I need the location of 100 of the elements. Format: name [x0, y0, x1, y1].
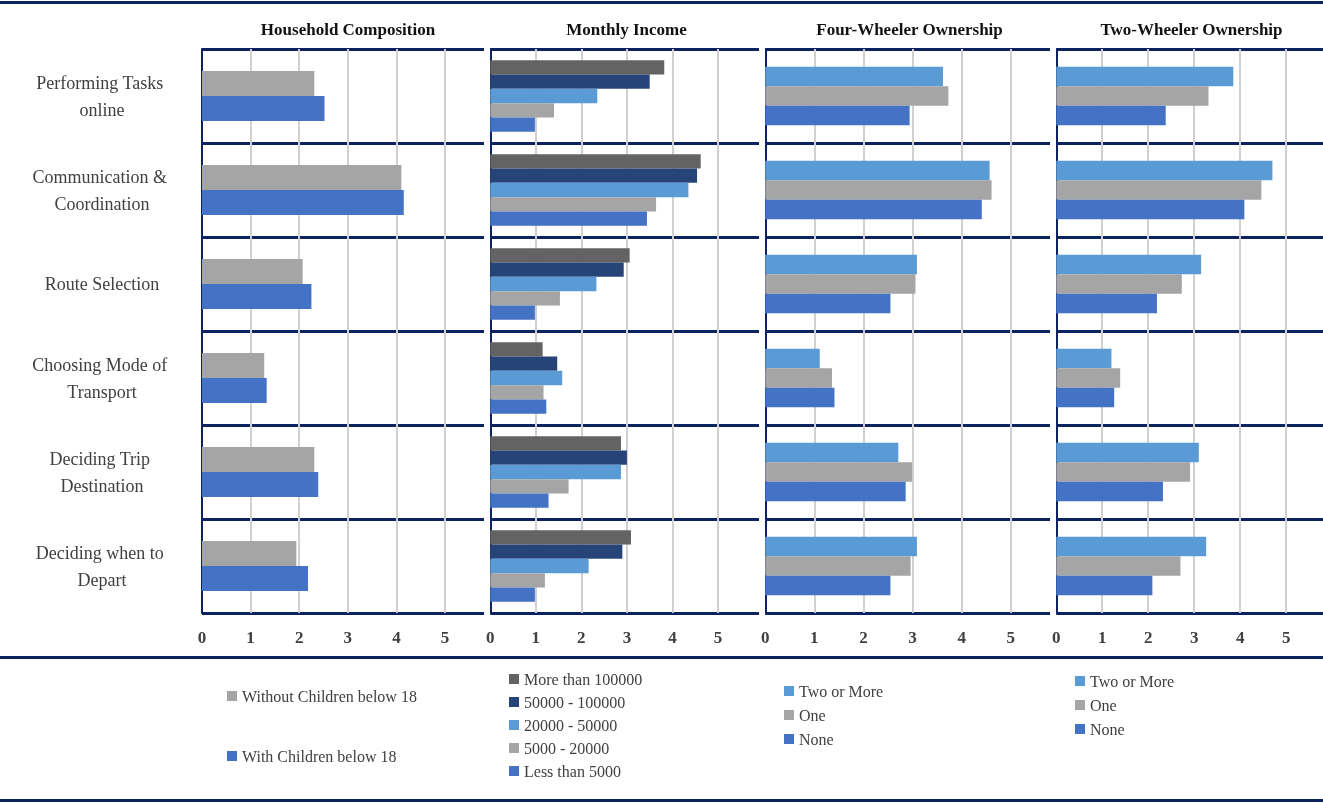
bar [765, 66, 943, 87]
bar [490, 305, 535, 320]
x-tick-label: 4 [1235, 628, 1245, 647]
bar [490, 197, 657, 212]
bar [765, 387, 835, 408]
legend-label: 5000 - 20000 [524, 739, 610, 757]
bar [490, 211, 647, 226]
bar [490, 587, 535, 602]
legend-label: One [799, 706, 826, 724]
x-tick-label: 3 [1189, 628, 1199, 647]
x-tick-label: 2 [294, 628, 304, 647]
bar [490, 262, 624, 277]
bar [202, 284, 312, 309]
bar [1056, 86, 1209, 106]
bar [202, 353, 265, 378]
bar [1056, 254, 1202, 275]
bar [490, 60, 665, 75]
bar [765, 462, 913, 482]
bar [1056, 442, 1199, 463]
legend-label: None [799, 730, 834, 748]
bar [765, 293, 891, 314]
x-tick-label: 0 [486, 628, 495, 647]
y-tick-label: Deciding when to Depart [35, 542, 169, 590]
bar [490, 573, 545, 588]
bar [490, 493, 549, 508]
bar [202, 447, 315, 472]
y-tick-label: Performing Tasks online [36, 72, 168, 120]
bar [490, 464, 621, 480]
chart-title: Household Composition [260, 20, 436, 39]
bar [490, 479, 569, 494]
legend-label: More than 100000 [524, 670, 643, 688]
bar [490, 88, 598, 104]
bar [1056, 160, 1273, 181]
x-tick-label: 0 [1052, 628, 1061, 647]
bar [490, 558, 589, 574]
x-tick-label: 0 [197, 628, 207, 647]
bar [765, 160, 990, 181]
x-tick-label: 1 [810, 628, 819, 647]
bar [490, 291, 560, 306]
bar [202, 96, 325, 121]
bar [490, 154, 701, 169]
bar [1056, 481, 1163, 502]
bar [765, 274, 916, 294]
bar [765, 105, 910, 126]
bar [490, 182, 689, 198]
bar [490, 276, 597, 292]
chart-title: Monthly Income [566, 20, 688, 39]
bar [1056, 105, 1166, 126]
x-tick-label: 4 [668, 628, 678, 647]
bar [202, 71, 315, 96]
bar [202, 566, 308, 591]
legend-label: 50000 - 100000 [524, 693, 626, 711]
x-tick-label: 2 [577, 628, 586, 647]
x-tick-label: 5 [1006, 628, 1015, 647]
bar [202, 190, 404, 215]
bar [1056, 556, 1181, 576]
x-tick-label: 5 [440, 628, 450, 647]
bar [765, 442, 899, 463]
bar [490, 450, 627, 465]
bar [490, 103, 555, 118]
bar [1056, 274, 1182, 294]
bar [765, 180, 992, 200]
bar [765, 199, 982, 220]
x-tick-label: 0 [761, 628, 770, 647]
bar [490, 544, 623, 559]
bar [490, 168, 698, 183]
chart-title: Four-Wheeler Ownership [816, 20, 1003, 39]
bar [490, 342, 543, 357]
bar [202, 472, 319, 497]
bar [765, 481, 906, 502]
x-tick-label: 3 [622, 628, 632, 647]
legend-label: Two or More [799, 682, 884, 700]
bar [490, 530, 631, 545]
bar [490, 248, 630, 263]
legend-label: Without Children below 18 [242, 687, 417, 705]
bar [765, 556, 911, 576]
bar [490, 356, 558, 371]
bar [765, 536, 917, 557]
bar [1056, 180, 1262, 200]
bar [1056, 462, 1191, 482]
y-tick-label: Communication & Coordination [32, 166, 172, 214]
bar [765, 368, 833, 388]
x-tick-label: 2 [859, 628, 868, 647]
x-tick-label: 3 [908, 628, 917, 647]
bar [202, 541, 297, 566]
x-tick-label: 5 [713, 628, 723, 647]
bar [202, 165, 402, 190]
bar [1056, 199, 1245, 220]
y-tick-label: Deciding Trip Destination [49, 448, 155, 496]
x-tick-label: 4 [957, 628, 967, 647]
bar [490, 117, 535, 132]
bar [490, 74, 650, 89]
chart-title: Two-Wheeler Ownership [1100, 20, 1283, 39]
legend-label: One [1090, 696, 1117, 714]
bar [765, 86, 949, 106]
x-tick-label: 2 [1143, 628, 1153, 647]
bar [490, 399, 547, 414]
x-tick-label: 4 [392, 628, 402, 647]
bar [490, 436, 621, 451]
bar [1056, 348, 1112, 369]
